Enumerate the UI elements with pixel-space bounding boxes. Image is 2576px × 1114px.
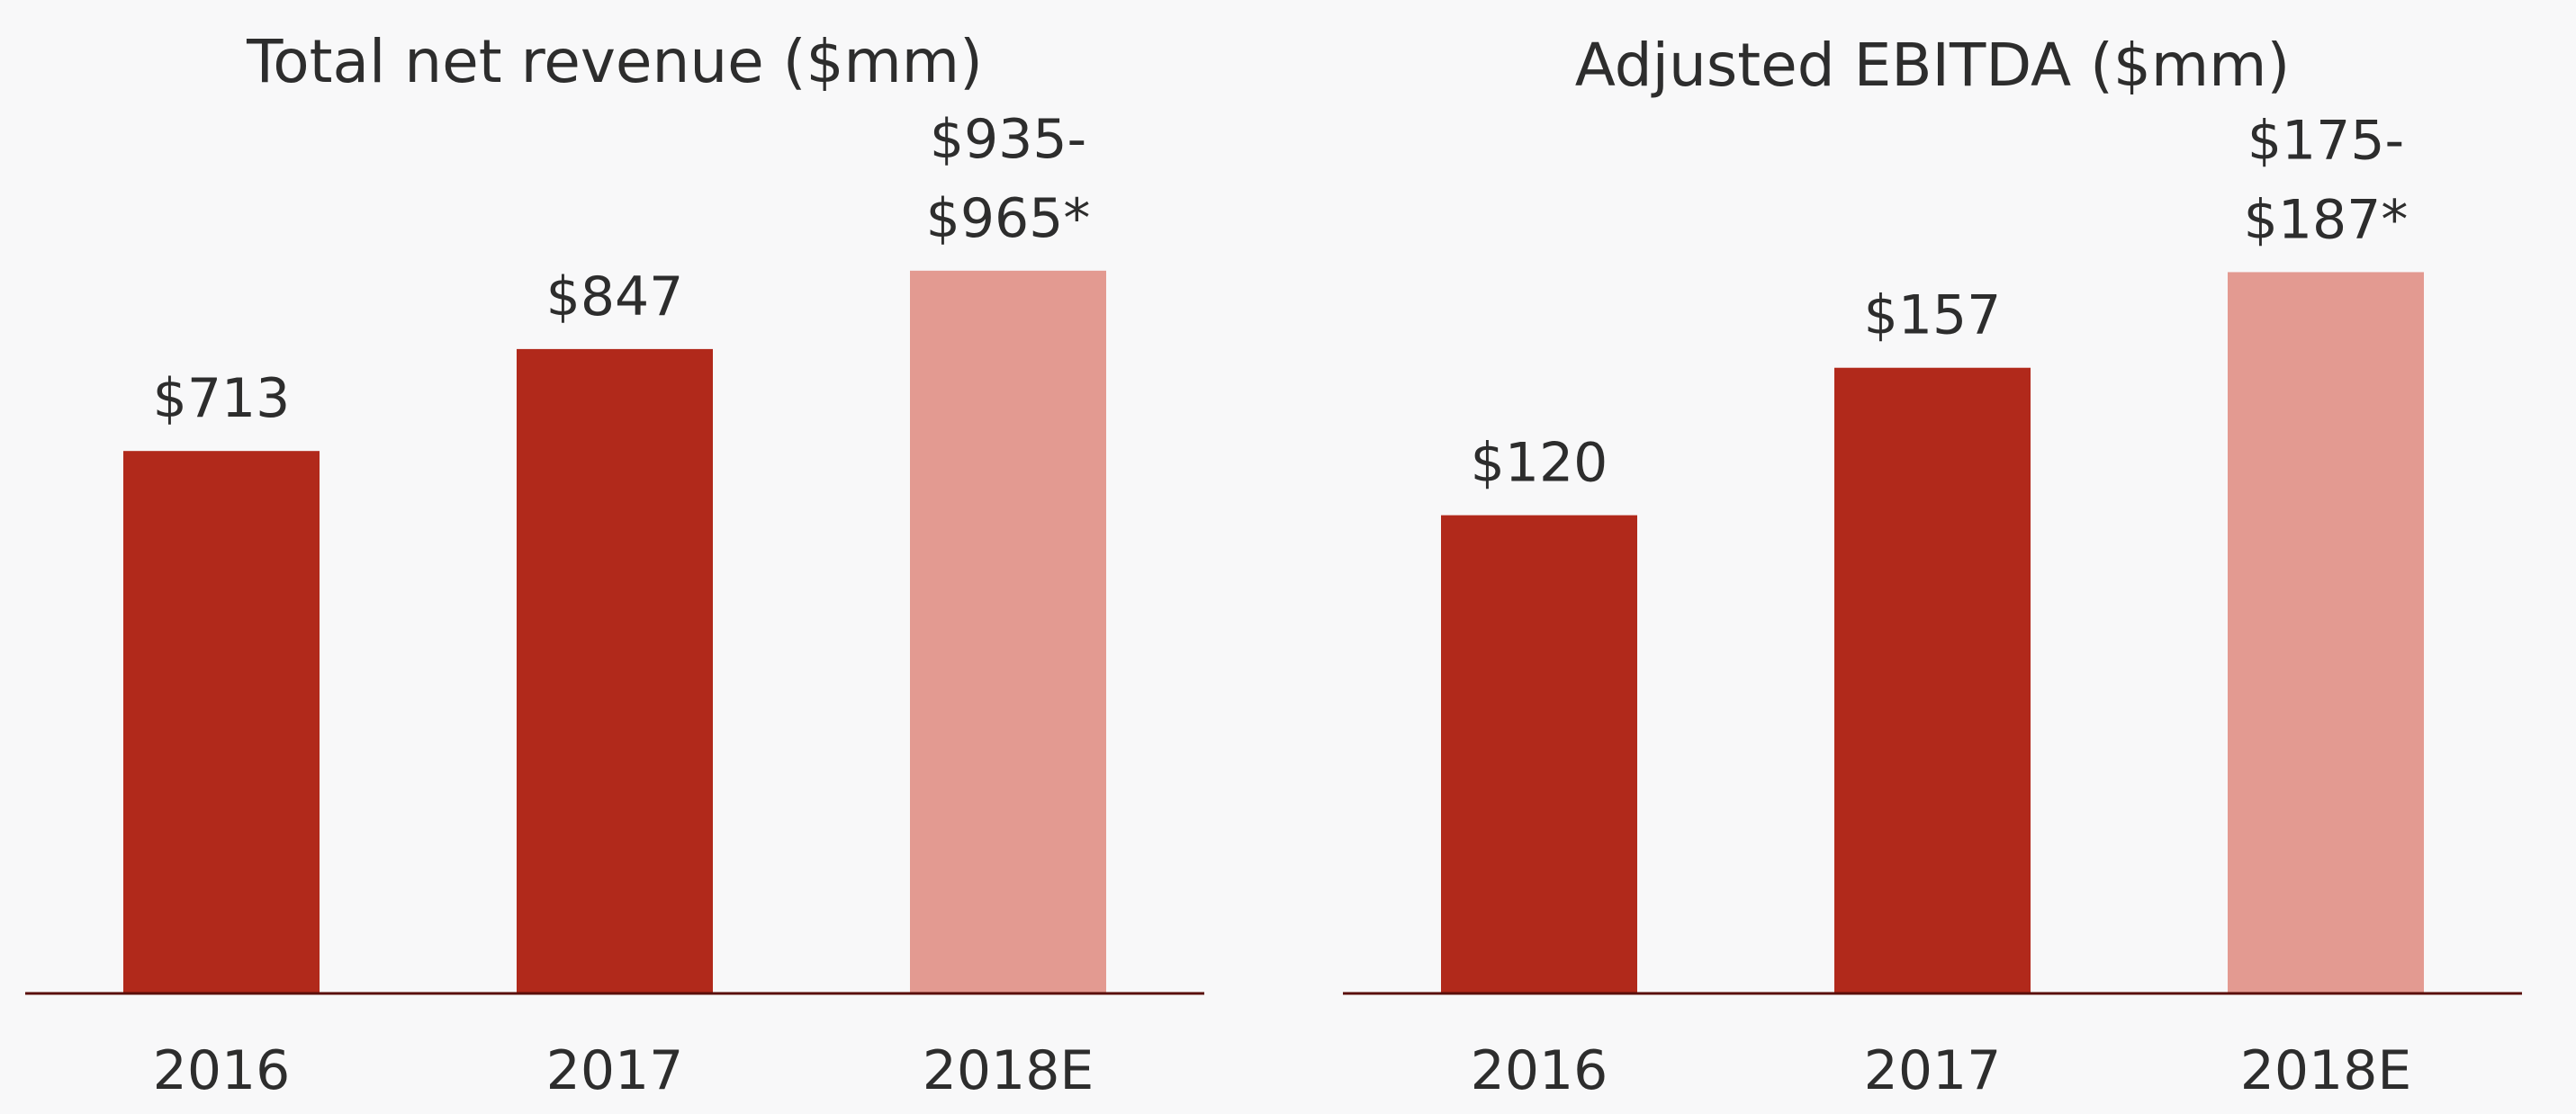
data-label: $965*: [926, 187, 1091, 250]
revenue-chart: Total net revenue ($mm) $713 2016 $847 2017…: [25, 0, 1222, 1114]
bar-2017: [517, 348, 713, 993]
ebitda-plot: $120 2016 $157 2017 $175- $187* 2018E: [1343, 109, 2522, 1102]
bar-2016: [123, 451, 320, 993]
data-label: $157: [1864, 284, 2002, 347]
bar-2017: [1834, 367, 2031, 993]
bar-2018e: [2228, 272, 2424, 993]
x-tick-label: 2016: [153, 1039, 291, 1102]
chart-title: Adjusted EBITDA ($mm): [1574, 31, 2291, 100]
revenue-plot: $713 2016 $847 2017 $935- $965* 2018E: [25, 108, 1204, 1102]
bar-2018e: [910, 270, 1106, 993]
chart-title: Total net revenue ($mm): [247, 27, 983, 96]
bar-2016: [1441, 515, 1637, 993]
data-label: $935-: [930, 108, 1086, 171]
ebitda-chart: Adjusted EBITDA ($mm) $120 2016 $157 2017 $1…: [1343, 0, 2540, 1114]
data-label: $847: [546, 265, 684, 328]
data-label: $187*: [2244, 188, 2409, 251]
data-label: $120: [1471, 432, 1608, 495]
data-label: $713: [153, 367, 291, 430]
data-label: $175-: [2247, 109, 2404, 172]
x-tick-label: 2018E: [2240, 1039, 2412, 1102]
x-tick-label: 2016: [1471, 1039, 1608, 1102]
x-tick-label: 2018E: [923, 1039, 1094, 1102]
x-tick-label: 2017: [1864, 1039, 2002, 1102]
x-tick-label: 2017: [546, 1039, 684, 1102]
